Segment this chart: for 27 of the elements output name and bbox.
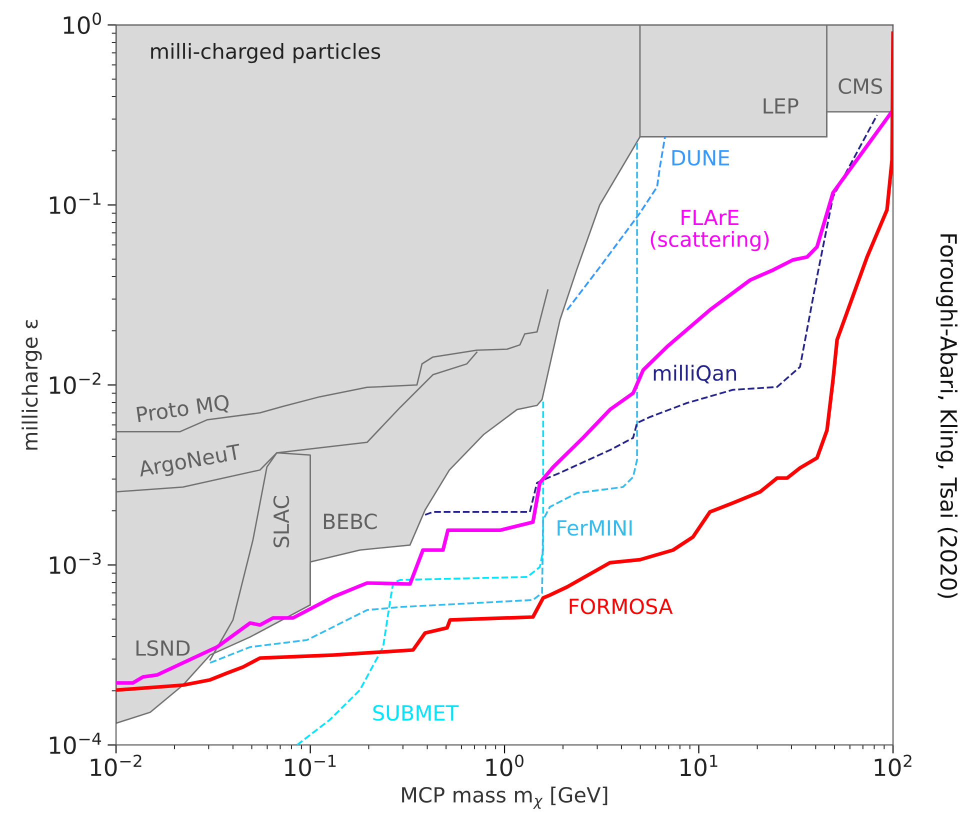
annotation: LSND bbox=[136, 640, 190, 656]
x-tick-label: 10$^{2}$ bbox=[874, 754, 912, 776]
annotation: SLAC bbox=[273, 496, 290, 548]
x-axis-title: MCP mass m$_{χ}$ [GeV] bbox=[402, 786, 608, 809]
series-label: milliQan bbox=[654, 364, 736, 384]
x-tick-label: 10$^{0}$ bbox=[486, 754, 524, 776]
y-tick-label: 10$^{0}$ bbox=[64, 12, 101, 34]
series-label: SUBMET bbox=[373, 705, 459, 721]
annotation: Proto MQ bbox=[136, 394, 230, 425]
x-tick-label: 10$^{−2}$ bbox=[90, 754, 142, 776]
y-tick-label: 10$^{−2}$ bbox=[50, 372, 100, 394]
annotation: LEP bbox=[764, 98, 798, 114]
annotation: milli-charged particles bbox=[151, 42, 380, 64]
x-tick-label: 10$^{1}$ bbox=[680, 754, 718, 776]
x-tick-label: 10$^{−1}$ bbox=[285, 754, 336, 776]
series-label: FLArE (scattering) bbox=[650, 210, 768, 252]
y-axis-title: millicharge ε bbox=[22, 320, 42, 450]
y-tick-label: 10$^{−1}$ bbox=[50, 192, 100, 214]
series-label: DUNE bbox=[672, 150, 730, 166]
annotation: ArgoNeuT bbox=[138, 444, 242, 481]
annotation: BEBC bbox=[324, 513, 377, 530]
series-label: FerMINI bbox=[558, 520, 632, 536]
series-label: FORMOSA bbox=[570, 598, 673, 614]
y-tick-label: 10$^{−4}$ bbox=[50, 732, 102, 754]
annotation: CMS bbox=[838, 78, 882, 94]
text: Foroughi-Abari, Kling, Tsai (2020) bbox=[936, 234, 958, 598]
y-tick-label: 10$^{−3}$ bbox=[50, 552, 101, 574]
